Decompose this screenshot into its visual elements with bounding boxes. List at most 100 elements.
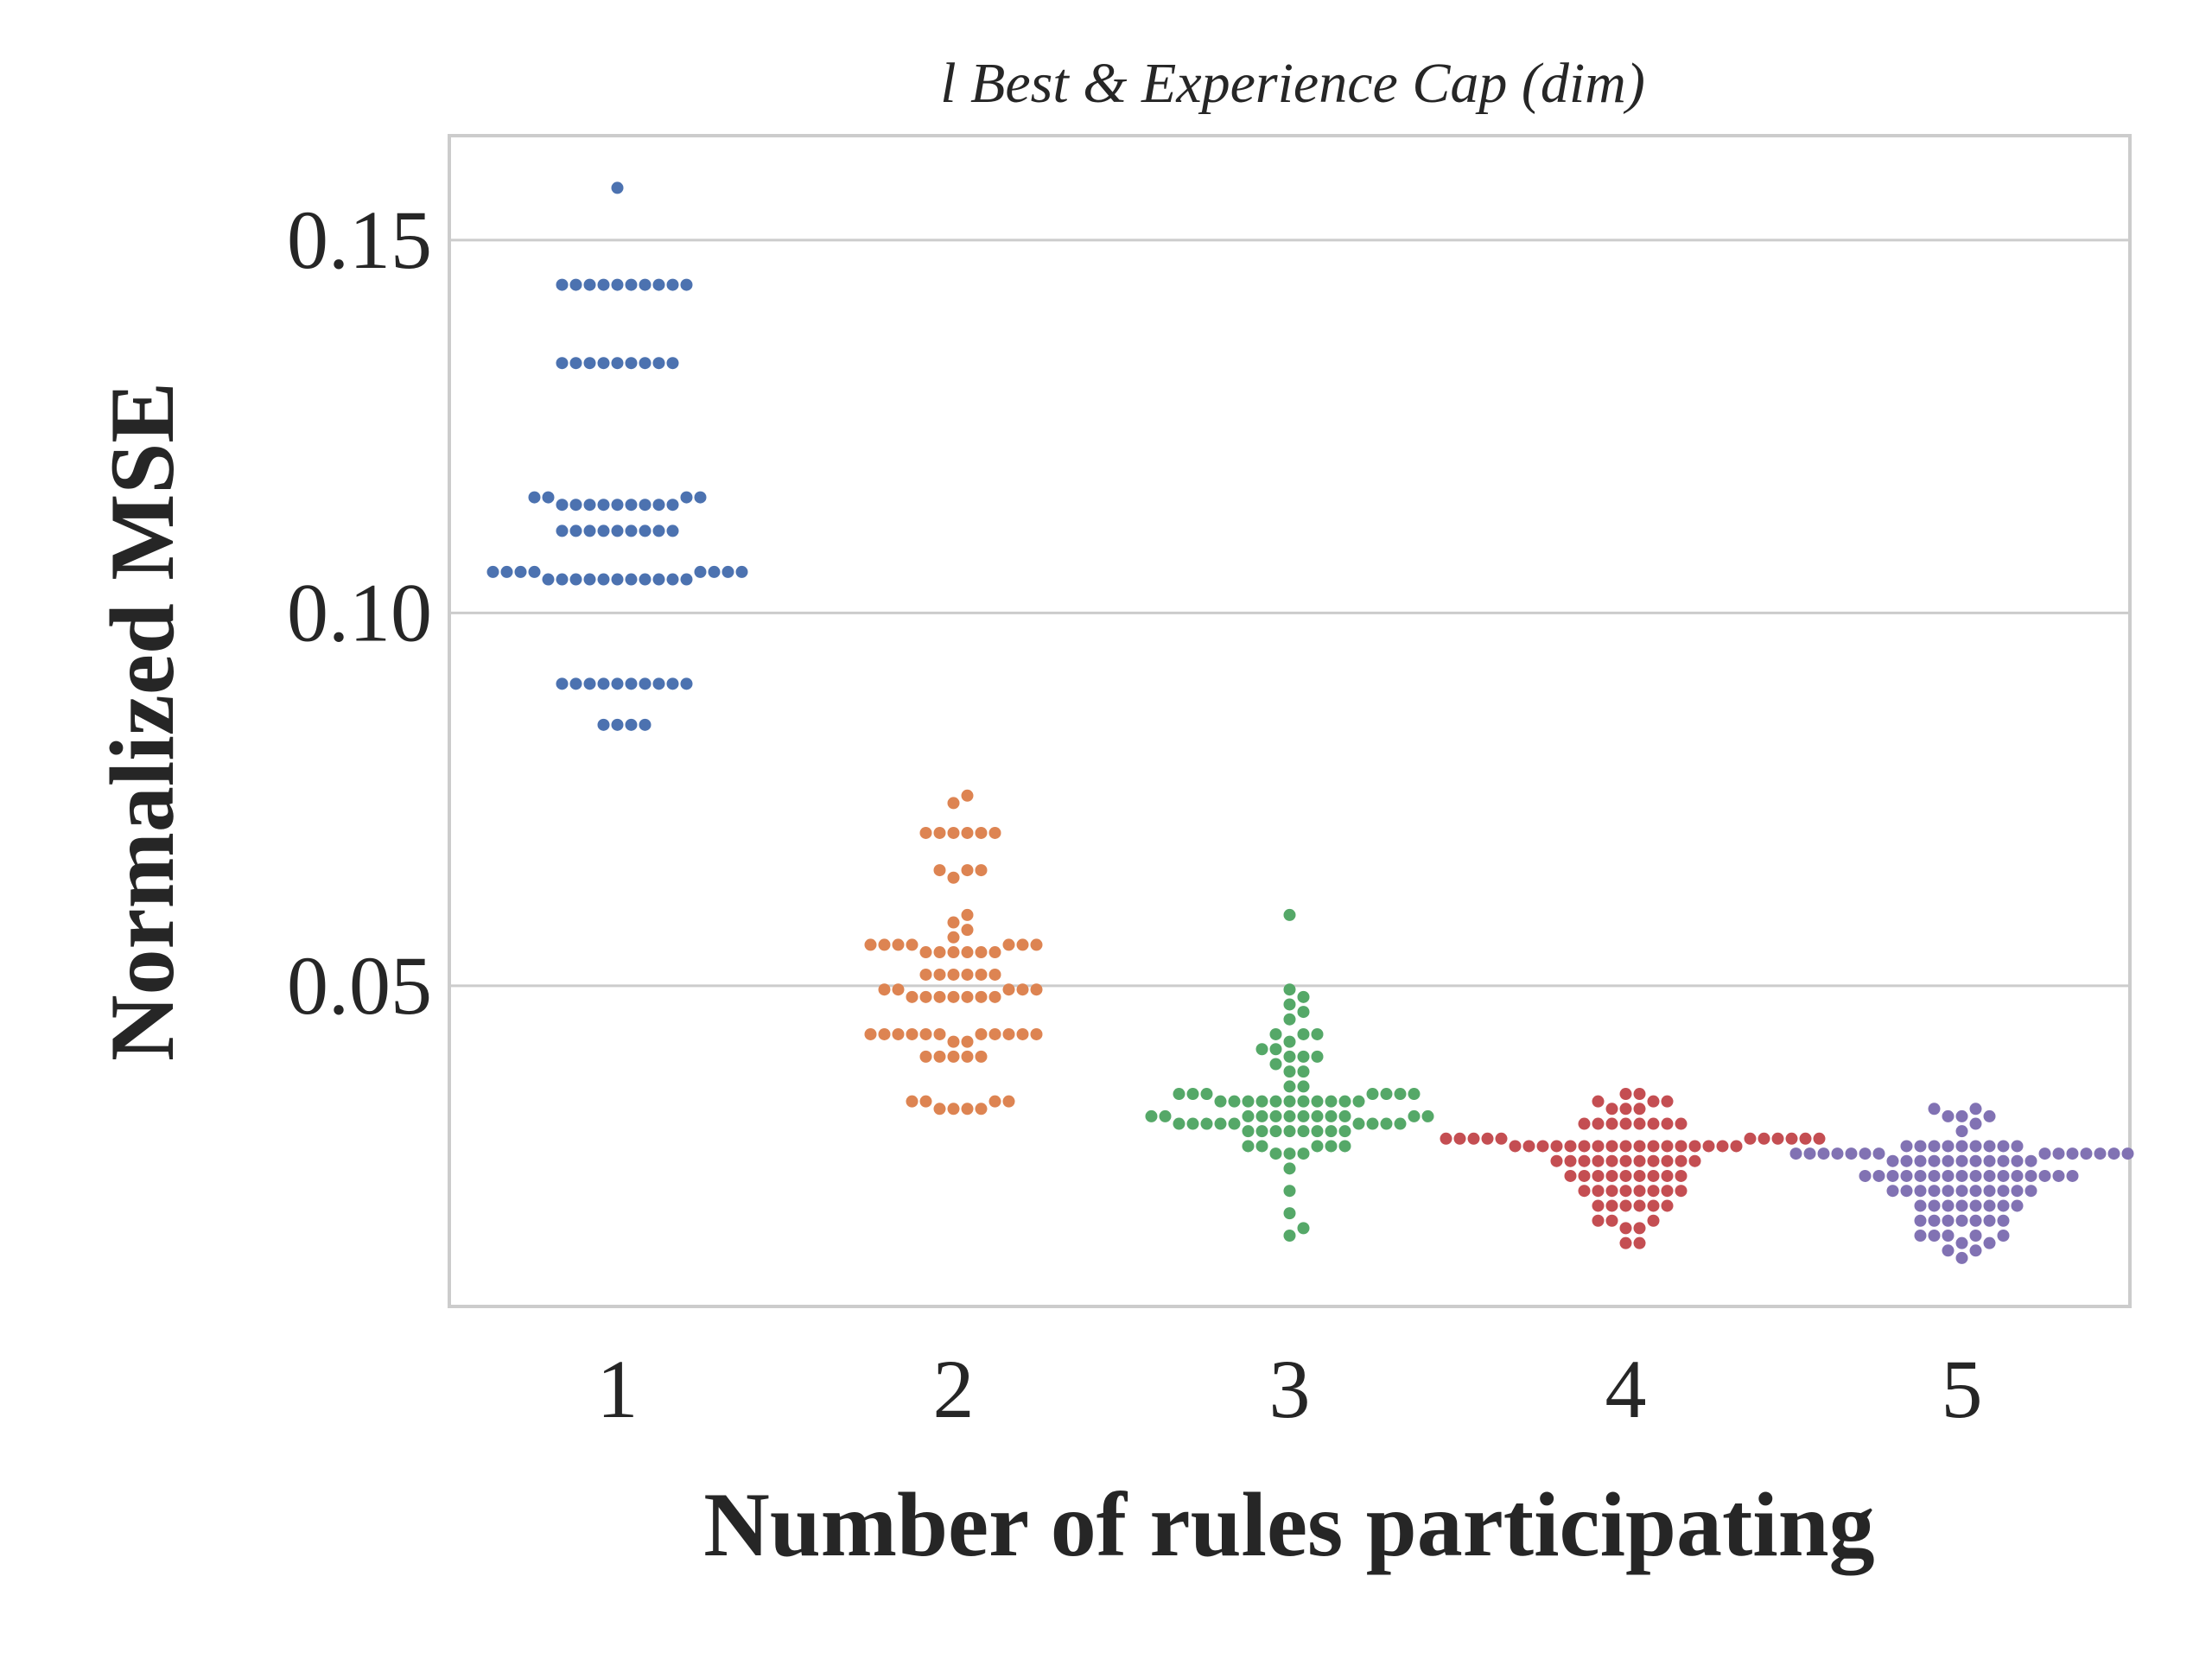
swarm-point <box>919 946 932 959</box>
swarm-point <box>500 565 513 578</box>
swarm-point <box>1283 1109 1296 1122</box>
swarm-point <box>988 826 1001 839</box>
swarm-point <box>1647 1117 1660 1130</box>
swarm-point <box>1214 1095 1227 1108</box>
swarm-point <box>975 1050 988 1063</box>
swarm-point <box>1255 1109 1268 1122</box>
swarm-point <box>1159 1109 1172 1122</box>
swarm-points <box>486 181 2134 1264</box>
swarm-point <box>892 1027 905 1040</box>
swarm-point <box>1633 1222 1646 1235</box>
swarm-point <box>2024 1185 2037 1198</box>
swarm-point <box>1228 1117 1241 1130</box>
swarm-point <box>1325 1125 1338 1138</box>
swarm-point <box>569 357 582 370</box>
swarm-point <box>1578 1185 1591 1198</box>
swarm-point <box>583 573 596 586</box>
swarm-point <box>1605 1103 1618 1116</box>
swarm-point <box>597 573 610 586</box>
swarm-point <box>721 565 734 578</box>
swarm-point <box>975 1027 988 1040</box>
swarm-point <box>1366 1088 1379 1101</box>
swarm-point <box>961 968 974 981</box>
swarm-point <box>569 524 582 537</box>
swarm-point <box>2052 1147 2065 1160</box>
swarm-point <box>961 1050 974 1063</box>
swarm-point <box>1453 1132 1466 1145</box>
swarm-point <box>1481 1132 1494 1145</box>
swarm-point <box>1297 1065 1310 1078</box>
swarm-point <box>583 357 596 370</box>
swarm-point <box>597 499 610 512</box>
swarm-point <box>1394 1088 1407 1101</box>
swarm-point <box>611 499 624 512</box>
swarm-point <box>1338 1109 1351 1122</box>
swarm-point <box>975 826 988 839</box>
swarm-point <box>1002 983 1015 996</box>
swarm-point <box>2024 1154 2037 1167</box>
swarm-point <box>1633 1169 1646 1182</box>
swarm-point <box>1955 1125 1968 1138</box>
swarm-point <box>1675 1154 1688 1167</box>
swarm-point <box>1688 1154 1701 1167</box>
swarm-point <box>1942 1214 1955 1227</box>
swarm-point <box>597 524 610 537</box>
swarm-point <box>2011 1169 2024 1182</box>
swarm-point <box>1173 1088 1185 1101</box>
swarm-point <box>2011 1154 2024 1167</box>
swarm-point <box>1702 1140 1715 1153</box>
swarm-point <box>878 938 891 951</box>
swarm-point <box>611 524 624 537</box>
swarm-point <box>1495 1132 1508 1145</box>
swarm-point <box>556 357 569 370</box>
swarm-point <box>1522 1140 1535 1153</box>
swarm-point <box>1311 1125 1324 1138</box>
swarm-point <box>680 491 693 504</box>
swarm-point <box>961 924 974 937</box>
swarm-point <box>625 677 638 690</box>
swarm-point <box>1619 1103 1632 1116</box>
swarm-point <box>694 491 707 504</box>
swarm-point <box>694 565 707 578</box>
swarm-point <box>1030 938 1043 951</box>
swarm-point <box>611 181 624 194</box>
swarm-point <box>556 278 569 291</box>
swarm-point <box>1661 1117 1674 1130</box>
swarm-point <box>639 278 652 291</box>
swarm-point <box>1955 1140 1968 1153</box>
swarm-point <box>933 864 946 877</box>
swarm-point <box>2066 1147 2079 1160</box>
swarm-point <box>933 826 946 839</box>
swarm-point <box>666 573 679 586</box>
swarm-point <box>947 797 960 810</box>
swarm-point <box>1338 1140 1351 1153</box>
swarm-point <box>933 946 946 959</box>
swarm-point <box>1269 1058 1282 1071</box>
swarm-point <box>1633 1088 1646 1101</box>
swarm-point <box>1325 1109 1338 1122</box>
swarm-point <box>1758 1132 1770 1145</box>
swarm-point <box>1997 1185 2010 1198</box>
swarm-point <box>1325 1095 1338 1108</box>
swarm-point <box>2011 1199 2024 1212</box>
y-tick-labels: 0.05 0.10 0.15 <box>287 194 432 1032</box>
swarm-point <box>892 938 905 951</box>
swarm-point <box>1592 1117 1605 1130</box>
swarm-point <box>2011 1140 2024 1153</box>
swarm-point <box>961 908 974 921</box>
swarm-point <box>1983 1185 1996 1198</box>
swarm-point <box>1647 1154 1660 1167</box>
x-tick-label: 1 <box>597 1343 639 1435</box>
swarm-point <box>1605 1185 1618 1198</box>
swarm-point <box>1914 1154 1927 1167</box>
swarm-point <box>1242 1109 1255 1122</box>
x-tick-label: 2 <box>933 1343 975 1435</box>
x-tick-label: 3 <box>1269 1343 1311 1435</box>
swarm-point <box>1914 1214 1927 1227</box>
swarm-point <box>486 565 499 578</box>
swarm-point <box>1730 1140 1743 1153</box>
swarm-point <box>1283 1207 1296 1220</box>
swarm-point <box>1605 1199 1618 1212</box>
swarm-point <box>1030 983 1043 996</box>
swarm-point <box>1799 1132 1812 1145</box>
